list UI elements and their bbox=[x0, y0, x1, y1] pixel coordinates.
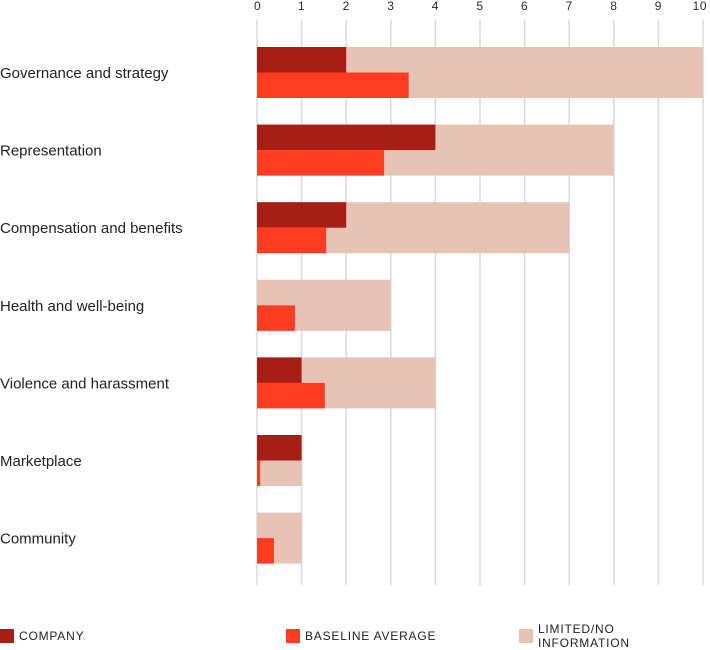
category-label: Violence and harassment bbox=[0, 375, 170, 392]
legend-item-limited: LIMITED/NO INFORMATION bbox=[519, 628, 710, 644]
bar-company-0 bbox=[257, 47, 346, 73]
category-label: Representation bbox=[0, 143, 102, 160]
legend: COMPANY BASELINE AVERAGE LIMITED/NO INFO… bbox=[0, 628, 710, 644]
bar-company-1 bbox=[257, 125, 435, 151]
category-label: Governance and strategy bbox=[0, 65, 169, 82]
legend-label-company: COMPANY bbox=[19, 629, 84, 643]
x-tick-label: 1 bbox=[298, 0, 305, 13]
legend-swatch-baseline bbox=[286, 629, 300, 643]
bar-baseline-2 bbox=[257, 228, 326, 254]
x-tick-label: 3 bbox=[387, 0, 394, 13]
bar-baseline-1 bbox=[257, 150, 384, 176]
x-tick-label: 9 bbox=[655, 0, 662, 13]
bar-baseline-0 bbox=[257, 73, 409, 99]
x-tick-label: 0 bbox=[254, 0, 261, 13]
category-label: Marketplace bbox=[0, 453, 82, 470]
x-tick-label: 8 bbox=[610, 0, 617, 13]
bar-baseline-6 bbox=[257, 538, 274, 564]
x-tick-label: 7 bbox=[566, 0, 573, 13]
x-tick-label: 5 bbox=[476, 0, 483, 13]
legend-item-baseline: BASELINE AVERAGE bbox=[286, 628, 436, 644]
x-tick-label: 4 bbox=[432, 0, 439, 13]
x-tick-label: 10 bbox=[693, 0, 707, 13]
bar-baseline-5 bbox=[257, 461, 260, 487]
legend-label-baseline: BASELINE AVERAGE bbox=[305, 629, 436, 643]
bar-baseline-4 bbox=[257, 383, 325, 409]
x-tick-label: 6 bbox=[521, 0, 528, 13]
legend-swatch-company bbox=[0, 629, 14, 643]
bar-company-5 bbox=[257, 435, 302, 461]
legend-swatch-limited bbox=[519, 629, 533, 643]
legend-item-company: COMPANY bbox=[0, 628, 84, 644]
category-labels: Governance and strategy Representation Com… bbox=[0, 65, 183, 548]
bar-chart: 0 1 2 3 4 5 6 7 8 9 10 Governance and strategy Repr… bbox=[0, 0, 710, 644]
category-label: Community bbox=[0, 531, 76, 548]
x-axis-ticks: 0 1 2 3 4 5 6 7 8 9 10 bbox=[254, 0, 707, 13]
category-label: Compensation and benefits bbox=[0, 220, 183, 237]
bar-company-4 bbox=[257, 357, 302, 383]
x-tick-label: 2 bbox=[343, 0, 350, 13]
legend-label-limited: LIMITED/NO INFORMATION bbox=[538, 622, 710, 650]
bar-baseline-3 bbox=[257, 305, 295, 331]
category-label: Health and well-being bbox=[0, 298, 144, 315]
bar-company-2 bbox=[257, 202, 346, 228]
